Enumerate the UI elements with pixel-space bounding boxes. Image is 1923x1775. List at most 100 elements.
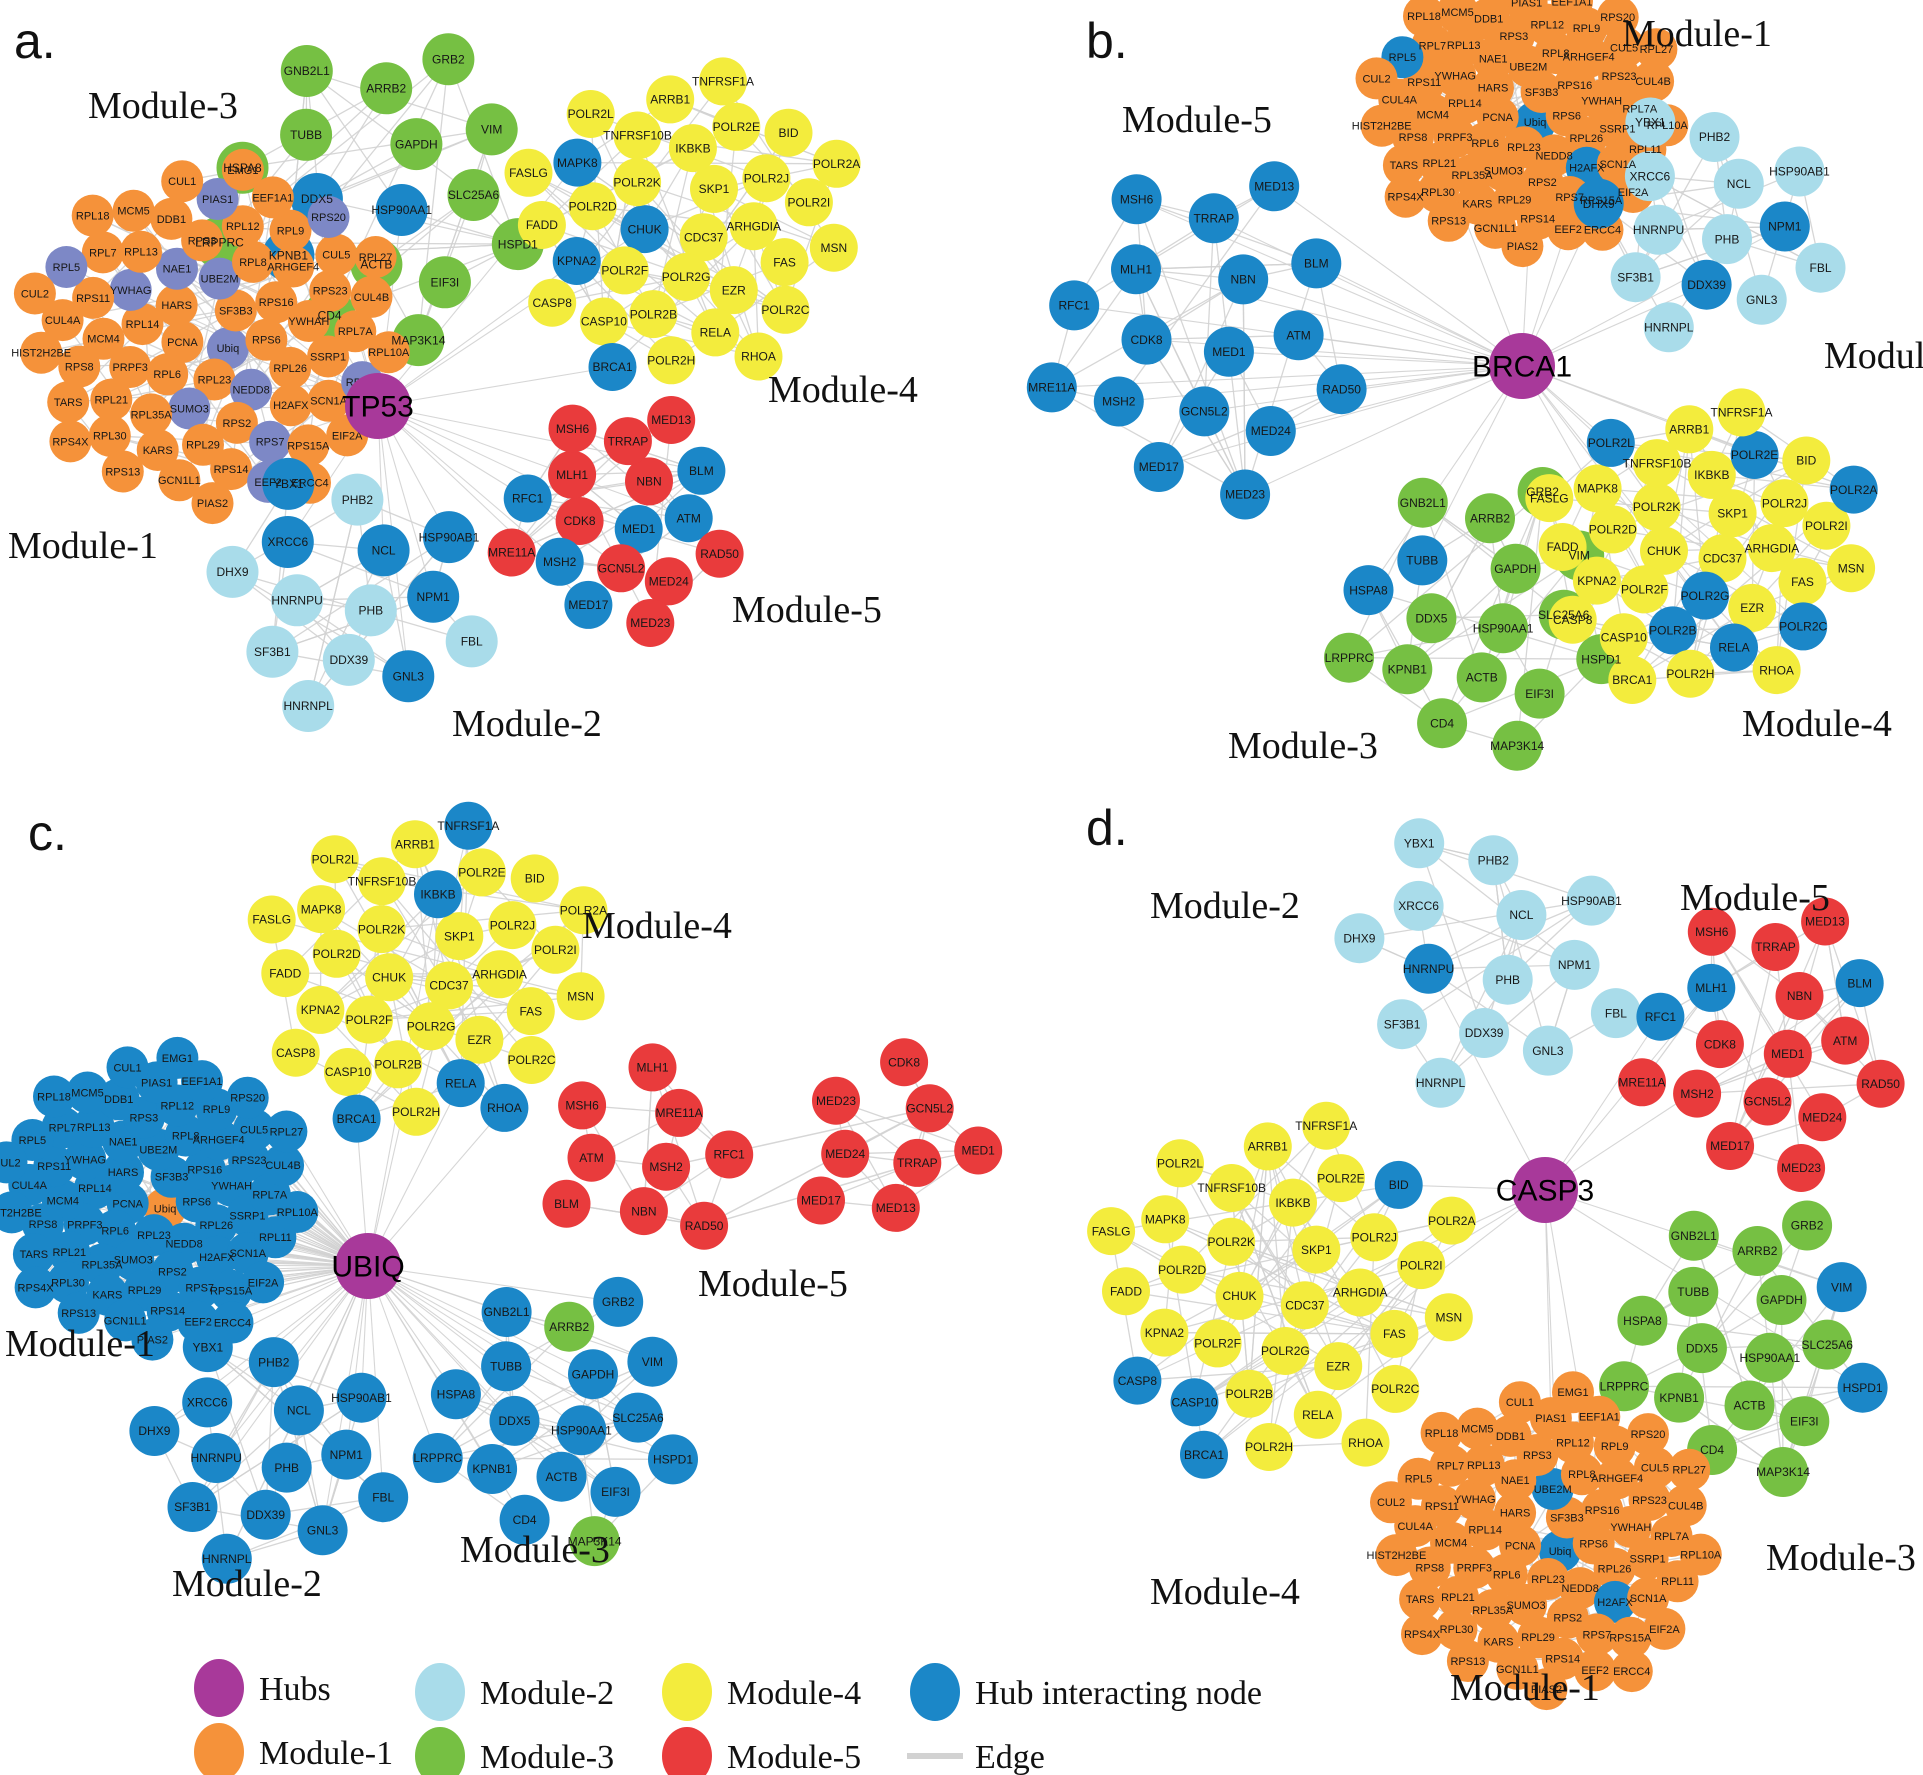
gene-node-SLC25A6 bbox=[1802, 1319, 1853, 1370]
gene-node-POLR2J bbox=[742, 154, 791, 203]
gene-node-RPS7 bbox=[249, 420, 292, 463]
gene-node-GCN5L2 bbox=[597, 544, 646, 593]
gene-node-MRE11A bbox=[487, 528, 536, 577]
gene-node-CDK8 bbox=[1121, 314, 1172, 365]
gene-node-ARRB2 bbox=[1465, 493, 1515, 544]
gene-node-POLR2D bbox=[312, 929, 361, 978]
gene-node-NBN bbox=[1775, 972, 1824, 1020]
gene-node-GNB2L1 bbox=[481, 1287, 532, 1337]
edge bbox=[377, 405, 561, 563]
edge bbox=[1672, 429, 1690, 631]
gene-node-GRB2 bbox=[593, 1276, 644, 1327]
gene-node-RPL18 bbox=[71, 194, 114, 237]
gene-node-RPL7A bbox=[334, 310, 377, 353]
gene-node-CUL4B bbox=[350, 275, 393, 318]
module-label-d-module-1: Module-1 bbox=[1450, 1667, 1600, 1709]
gene-node-HSPA8 bbox=[1343, 565, 1394, 616]
gene-node-RHOA bbox=[734, 332, 783, 381]
gene-node-PIAS1 bbox=[1505, 0, 1548, 24]
gene-node-RPL26 bbox=[1593, 1547, 1636, 1590]
edge bbox=[1418, 843, 1485, 1034]
gene-node-XRCC6 bbox=[182, 1377, 233, 1428]
legend-swatch-module-2 bbox=[415, 1663, 465, 1721]
gene-node-RELA bbox=[1710, 623, 1758, 672]
gene-node-TARS bbox=[47, 381, 90, 424]
legend-swatch-module-5 bbox=[662, 1727, 712, 1775]
gene-node-SKP1 bbox=[1708, 489, 1757, 538]
gene-node-GAPDH bbox=[568, 1349, 618, 1400]
gene-node-POLR2G bbox=[407, 1002, 456, 1051]
gene-node-CASP8 bbox=[1113, 1356, 1162, 1405]
gene-node-FADD bbox=[261, 949, 310, 998]
gene-node-MAPK8 bbox=[297, 885, 346, 934]
gene-node-ARHGEF4 bbox=[1596, 1457, 1639, 1500]
gene-node-HNRNPL bbox=[201, 1533, 252, 1584]
gene-node-POLR2I bbox=[1397, 1241, 1446, 1290]
gene-node-MAPK8 bbox=[1141, 1195, 1190, 1244]
gene-node-CUL1 bbox=[1498, 1381, 1541, 1424]
hub-node-TP53 bbox=[345, 373, 411, 439]
gene-node-PRPF3 bbox=[109, 346, 152, 388]
gene-node-RAD50 bbox=[695, 529, 744, 578]
gene-node-HSP90AB1 bbox=[423, 511, 475, 564]
gene-node-MSH2 bbox=[535, 537, 584, 586]
gene-node-RPS16 bbox=[255, 281, 298, 324]
gene-node-MSH2 bbox=[642, 1142, 691, 1191]
gene-node-MED23 bbox=[626, 599, 675, 647]
gene-node-FAS bbox=[1778, 557, 1827, 606]
gene-node-YWHAG bbox=[1453, 1478, 1496, 1521]
gene-node-CUL4A bbox=[41, 299, 84, 342]
edge bbox=[1268, 1202, 1294, 1448]
gene-node-POLR2A bbox=[1829, 465, 1878, 514]
edge bbox=[1135, 268, 1523, 367]
gene-node-SLC25A6 bbox=[447, 169, 500, 221]
gene-node-GNL3 bbox=[382, 650, 435, 703]
legend-swatch-hubs bbox=[194, 1659, 244, 1717]
gene-node-DHX9 bbox=[1334, 913, 1385, 964]
gene-node-CHUK bbox=[620, 205, 669, 254]
gene-node-MLH1 bbox=[1687, 963, 1736, 1012]
edge bbox=[306, 70, 474, 196]
edge bbox=[206, 1265, 369, 1403]
edge bbox=[1243, 278, 1523, 367]
gene-node-RHOA bbox=[1341, 1418, 1390, 1467]
gene-node-PHB2 bbox=[1468, 835, 1519, 886]
gene-node-YBX1 bbox=[1394, 818, 1445, 869]
gene-node-MSH6 bbox=[1687, 907, 1736, 956]
gene-node-CASP8 bbox=[271, 1028, 320, 1077]
gene-node-CUL4B bbox=[1664, 1484, 1707, 1527]
gene-node-HSP90AA1 bbox=[1744, 1332, 1795, 1383]
edge bbox=[1729, 946, 1777, 1147]
gene-node-POLR2F bbox=[345, 995, 393, 1044]
gene-node-BID bbox=[1374, 1160, 1423, 1209]
legend-label: Module-5 bbox=[727, 1739, 861, 1775]
gene-node-EZR bbox=[455, 1015, 504, 1064]
edge bbox=[1203, 218, 1215, 412]
edge bbox=[1521, 284, 1707, 367]
gene-node-FBL bbox=[445, 615, 498, 668]
edge bbox=[1158, 365, 1523, 468]
edge bbox=[1270, 365, 1523, 432]
gene-node-HNRNPL bbox=[1643, 302, 1694, 353]
edge bbox=[1492, 860, 1549, 1051]
gene-node-FAS bbox=[506, 987, 555, 1036]
edge bbox=[307, 499, 359, 707]
gene-node-RPL6 bbox=[1485, 1553, 1528, 1596]
gene-node-KPNA2 bbox=[1140, 1308, 1189, 1357]
gene-node-RPL10A bbox=[276, 1191, 319, 1233]
edge bbox=[1135, 269, 1246, 495]
gene-node-MRE11A bbox=[655, 1088, 704, 1137]
gene-node-RELA bbox=[436, 1059, 485, 1108]
gene-node-CDC37 bbox=[1698, 534, 1747, 583]
edge bbox=[381, 909, 584, 930]
gene-node-RPL12 bbox=[221, 205, 264, 248]
gene-node-EZR bbox=[709, 266, 758, 315]
gene-node-MSN bbox=[809, 223, 858, 272]
gene-node-POLR2F bbox=[600, 246, 649, 295]
hub-label-BRCA1: BRCA1 bbox=[1472, 351, 1572, 384]
gene-node-POLR2K bbox=[613, 158, 662, 207]
gene-node-RPL30 bbox=[88, 414, 131, 457]
edge bbox=[1125, 1290, 1395, 1335]
gene-node-CASP10 bbox=[323, 1048, 372, 1096]
gene-node-NPM1 bbox=[321, 1429, 372, 1480]
